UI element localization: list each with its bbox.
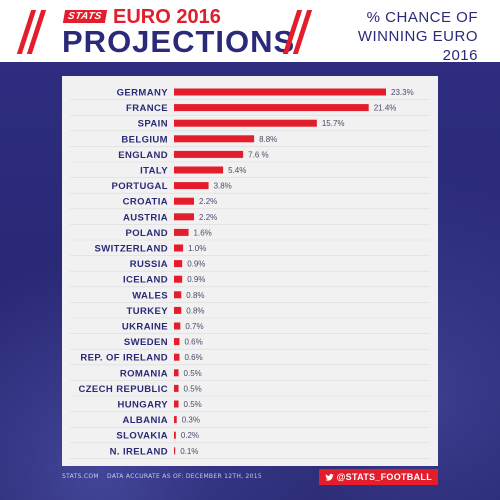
category-label: BELGIUM bbox=[121, 134, 168, 145]
bar bbox=[174, 338, 180, 346]
data-label: 0.1% bbox=[180, 447, 198, 456]
data-label: 21.4% bbox=[374, 104, 397, 113]
bar bbox=[174, 119, 317, 127]
category-label: ALBANIA bbox=[122, 415, 168, 426]
subtitle-line-1: % CHANCE OF bbox=[366, 9, 478, 26]
data-label: 5.4% bbox=[228, 166, 246, 175]
category-label: HUNGARY bbox=[118, 400, 169, 411]
category-label: N. IRELAND bbox=[110, 446, 168, 457]
data-label: 0.3% bbox=[182, 416, 200, 425]
twitter-handle-link[interactable]: @STATS_FOOTBALL bbox=[318, 469, 438, 485]
bar bbox=[174, 182, 209, 190]
category-label: FRANCE bbox=[126, 103, 168, 114]
footer-source: STATS.COM DATA ACCURATE AS OF: DECEMBER … bbox=[62, 473, 268, 480]
bar bbox=[174, 244, 184, 252]
category-label: UKRAINE bbox=[122, 322, 168, 333]
data-label: 8.8% bbox=[259, 135, 277, 144]
bar bbox=[174, 384, 179, 392]
subtitle-line-2: WINNING EURO 2016 bbox=[357, 28, 478, 64]
data-label: 3.8% bbox=[214, 182, 232, 191]
category-label: PORTUGAL bbox=[111, 181, 168, 192]
category-label: ICELAND bbox=[123, 275, 168, 286]
bar bbox=[174, 322, 181, 330]
category-label: ROMANIA bbox=[120, 368, 168, 379]
footer: STATS.COM DATA ACCURATE AS OF: DECEMBER … bbox=[62, 466, 438, 488]
data-label: 0.8% bbox=[186, 306, 204, 315]
category-label: CZECH REPUBLIC bbox=[78, 384, 168, 395]
bar bbox=[174, 228, 189, 236]
category-label: SLOVAKIA bbox=[116, 431, 168, 442]
category-label: SPAIN bbox=[138, 119, 168, 130]
category-label: CROATIA bbox=[123, 197, 168, 208]
data-label: 2.2% bbox=[199, 213, 217, 222]
stats-logo: STATS bbox=[62, 10, 107, 23]
slash-decoration-left bbox=[16, 10, 50, 54]
bar bbox=[174, 400, 179, 408]
bar bbox=[174, 150, 244, 158]
category-label: WALES bbox=[132, 290, 168, 301]
data-label: 0.5% bbox=[184, 384, 202, 393]
bar bbox=[174, 88, 386, 96]
slash-decoration-right bbox=[282, 10, 316, 54]
category-label: AUSTRIA bbox=[123, 212, 168, 223]
bar bbox=[174, 135, 255, 143]
category-label: ENGLAND bbox=[118, 150, 168, 161]
twitter-handle: @STATS_FOOTBALL bbox=[336, 472, 432, 482]
bar bbox=[174, 431, 176, 439]
euro-title: EURO 2016 bbox=[113, 6, 221, 28]
bar bbox=[174, 213, 195, 221]
bar bbox=[174, 447, 176, 455]
data-label: 0.9% bbox=[187, 275, 205, 284]
bar bbox=[174, 197, 195, 205]
bar bbox=[174, 260, 183, 268]
data-label: 15.7% bbox=[322, 119, 345, 128]
category-label: SWEDEN bbox=[124, 337, 168, 348]
data-label: 0.6% bbox=[184, 338, 202, 347]
category-label: GERMANY bbox=[117, 88, 169, 99]
data-label: 7.6 % bbox=[248, 150, 268, 159]
data-label: 0.9% bbox=[187, 260, 205, 269]
category-label: POLAND bbox=[125, 228, 168, 239]
twitter-icon bbox=[324, 473, 334, 481]
bar bbox=[174, 104, 369, 112]
data-label: 23.3% bbox=[391, 88, 414, 97]
data-label: 0.6% bbox=[184, 353, 202, 362]
category-label: SWITZERLAND bbox=[94, 244, 168, 255]
category-label: TURKEY bbox=[127, 306, 169, 317]
category-label: RUSSIA bbox=[130, 259, 168, 270]
data-label: 1.0% bbox=[188, 244, 206, 253]
data-label: 0.7% bbox=[185, 322, 203, 331]
note-text: DATA ACCURATE AS OF: DECEMBER 12TH, 2015 bbox=[107, 473, 263, 480]
data-label: 2.2% bbox=[199, 197, 217, 206]
bar bbox=[174, 416, 177, 424]
source-text: STATS.COM bbox=[62, 473, 99, 480]
bar bbox=[174, 353, 180, 361]
bar bbox=[174, 291, 182, 299]
bar bbox=[174, 275, 183, 283]
data-label: 0.2% bbox=[181, 431, 199, 440]
data-label: 0.8% bbox=[186, 291, 204, 300]
bar bbox=[174, 369, 179, 377]
bar-chart: GERMANY 23.3% FRANCE 21.4% SPAIN 15.7% BELGIUM… bbox=[70, 88, 430, 459]
bar bbox=[174, 306, 182, 314]
category-label: REP. OF IRELAND bbox=[80, 353, 168, 364]
header-banner: STATS EURO 2016 PROJECTIONS % CHANCE OF … bbox=[0, 0, 500, 65]
bar bbox=[174, 166, 224, 174]
data-label: 0.5% bbox=[184, 369, 202, 378]
category-label: ITALY bbox=[140, 166, 168, 177]
projections-title: PROJECTIONS bbox=[62, 24, 296, 59]
chart-subtitle: % CHANCE OF WINNING EURO 2016 bbox=[318, 8, 478, 65]
data-label: 0.5% bbox=[184, 400, 202, 409]
data-label: 1.6% bbox=[194, 228, 212, 237]
